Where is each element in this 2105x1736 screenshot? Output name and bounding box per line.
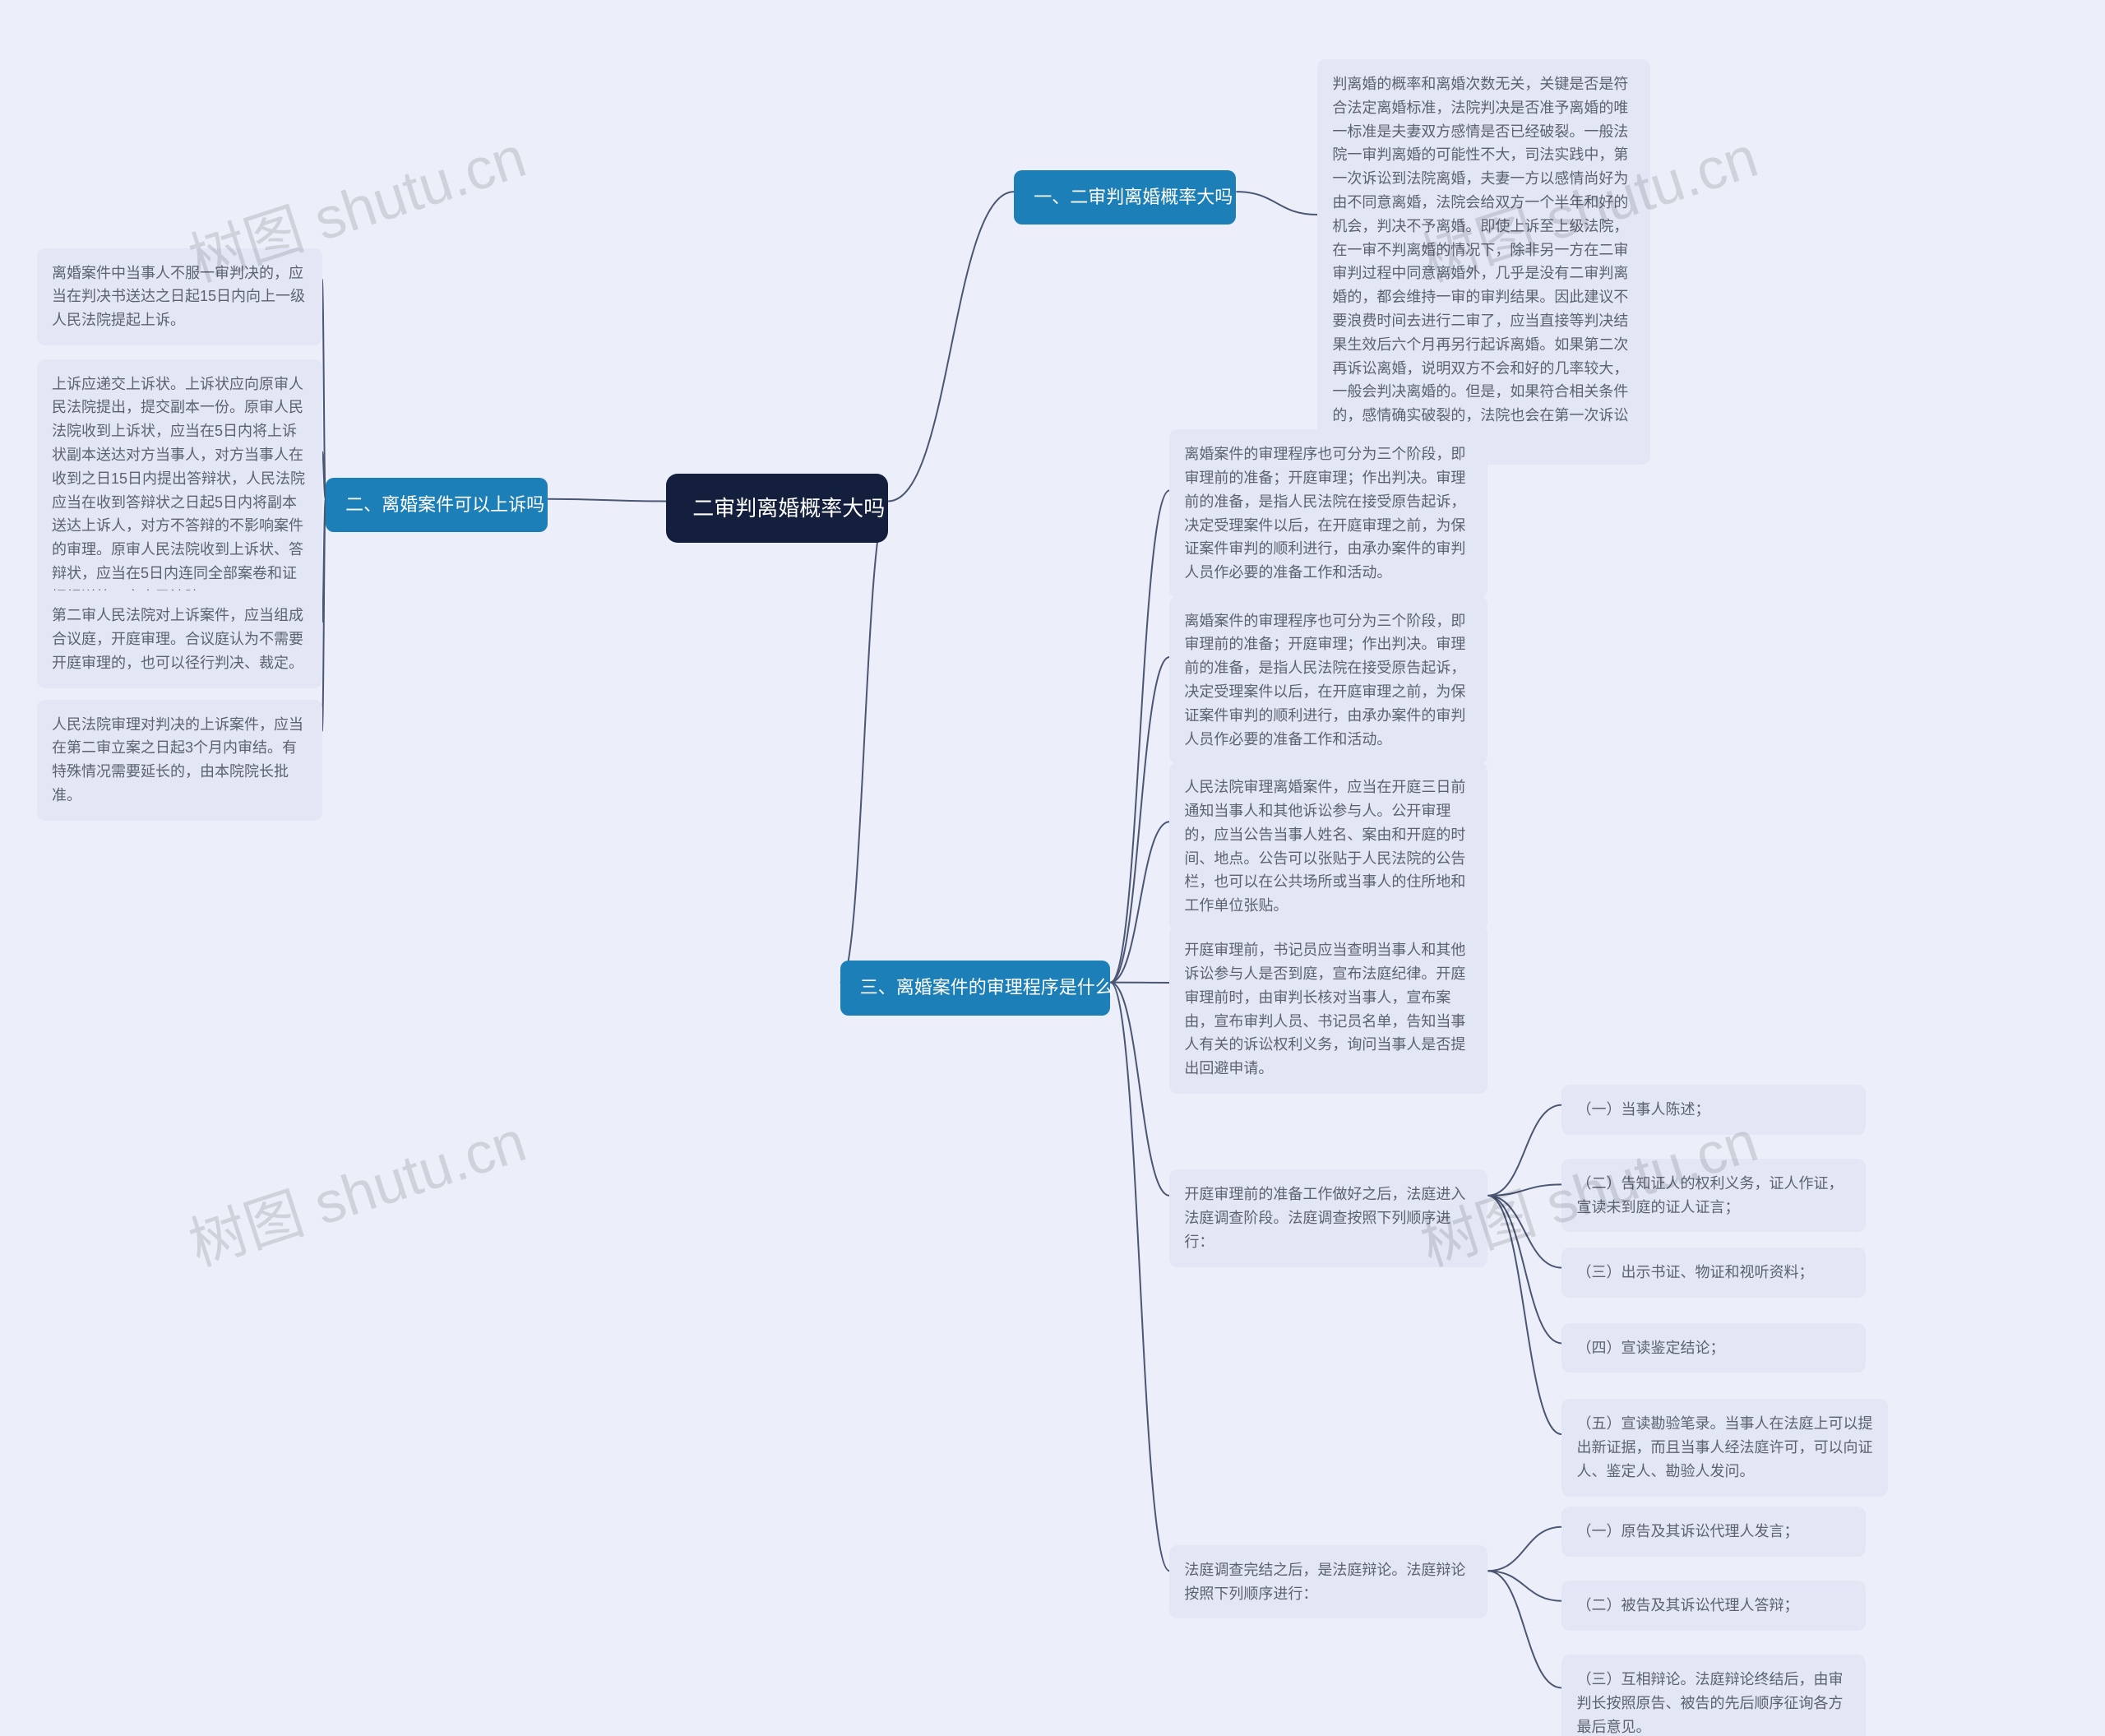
node-text: 离婚案件的审理程序也可分为三个阶段，即审理前的准备；开庭审理；作出判决。审理前的… — [1184, 446, 1465, 581]
leaf-node[interactable]: 第二审人民法院对上诉案件，应当组成合议庭，开庭审理。合议庭认为不需要开庭审理的，… — [37, 590, 322, 687]
leaf-node[interactable]: （五）宣读勘验笔录。当事人在法庭上可以提出新证据，而且当事人经法庭许可，可以向证… — [1561, 1399, 1887, 1496]
node-text: 法庭调查完结之后，是法庭辩论。法庭辩论按照下列顺序进行： — [1184, 1562, 1465, 1602]
leaf-node[interactable]: 上诉应递交上诉状。上诉状应向原审人民法院提出，提交副本一份。原审人民法院收到上诉… — [37, 359, 322, 623]
leaf-node[interactable]: （三）互相辩论。法庭辩论终结后，由审判长按照原告、被告的先后顺序征询各方最后意见… — [1561, 1655, 1865, 1736]
leaf-node[interactable]: 法庭调查完结之后，是法庭辩论。法庭辩论按照下列顺序进行： — [1169, 1545, 1487, 1619]
node-text: 上诉应递交上诉状。上诉状应向原审人民法院提出，提交副本一份。原审人民法院收到上诉… — [52, 376, 305, 605]
node-text: 二、离婚案件可以上诉吗 — [345, 494, 544, 515]
leaf-node[interactable]: 人民法院审理离婚案件，应当在开庭三日前通知当事人和其他诉讼参与人。公开审理的，应… — [1169, 762, 1487, 931]
node-text: 三、离婚案件的审理程序是什么 — [860, 977, 1113, 998]
leaf-node[interactable]: 离婚案件的审理程序也可分为三个阶段，即审理前的准备；开庭审理；作出判决。审理前的… — [1169, 596, 1487, 765]
node-text: （一）原告及其诉讼代理人发言； — [1576, 1523, 1798, 1539]
branch-node[interactable]: 三、离婚案件的审理程序是什么 — [840, 961, 1111, 1015]
leaf-node[interactable]: （二）被告及其诉讼代理人答辩； — [1561, 1581, 1865, 1631]
node-text: 人民法院审理离婚案件，应当在开庭三日前通知当事人和其他诉讼参与人。公开审理的，应… — [1184, 779, 1465, 914]
branch-node[interactable]: 一、二审判离婚概率大吗 — [1014, 170, 1236, 225]
watermark: 树图 shutu.cn — [177, 1095, 534, 1282]
leaf-node[interactable]: （一）原告及其诉讼代理人发言； — [1561, 1507, 1865, 1557]
node-text: 第二审人民法院对上诉案件，应当组成合议庭，开庭审理。合议庭认为不需要开庭审理的，… — [52, 607, 303, 671]
node-text: 离婚案件的审理程序也可分为三个阶段，即审理前的准备；开庭审理；作出判决。审理前的… — [1184, 613, 1465, 748]
branch-node[interactable]: 二、离婚案件可以上诉吗 — [326, 478, 548, 532]
leaf-node[interactable]: （四）宣读鉴定结论； — [1561, 1323, 1865, 1373]
node-text: （三）互相辩论。法庭辩论终结后，由审判长按照原告、被告的先后顺序征询各方最后意见… — [1576, 1671, 1843, 1735]
node-text: 人民法院审理对判决的上诉案件，应当在第二审立案之日起3个月内审结。有特殊情况需要… — [52, 716, 303, 803]
leaf-node[interactable]: 人民法院审理对判决的上诉案件，应当在第二审立案之日起3个月内审结。有特殊情况需要… — [37, 700, 322, 821]
node-text: （二）被告及其诉讼代理人答辩； — [1576, 1597, 1798, 1613]
node-text: 开庭审理前，书记员应当查明当事人和其他诉讼参与人是否到庭，宣布法庭纪律。开庭审理… — [1184, 942, 1465, 1076]
node-text: （五）宣读勘验笔录。当事人在法庭上可以提出新证据，而且当事人经法庭许可，可以向证… — [1576, 1415, 1872, 1479]
leaf-node[interactable]: （三）出示书证、物证和视听资料； — [1561, 1248, 1865, 1298]
node-text: （三）出示书证、物证和视听资料； — [1576, 1264, 1813, 1280]
leaf-node[interactable]: 开庭审理前，书记员应当查明当事人和其他诉讼参与人是否到庭，宣布法庭纪律。开庭审理… — [1169, 925, 1487, 1094]
node-text: （四）宣读鉴定结论； — [1576, 1340, 1724, 1356]
node-text: 一、二审判离婚概率大吗 — [1034, 187, 1233, 207]
watermark: 树图 shutu.cn — [177, 111, 534, 298]
leaf-node[interactable]: 离婚案件的审理程序也可分为三个阶段，即审理前的准备；开庭审理；作出判决。审理前的… — [1169, 429, 1487, 598]
root-node[interactable]: 二审判离婚概率大吗 — [666, 474, 888, 543]
node-text: 二审判离婚概率大吗 — [692, 496, 885, 521]
